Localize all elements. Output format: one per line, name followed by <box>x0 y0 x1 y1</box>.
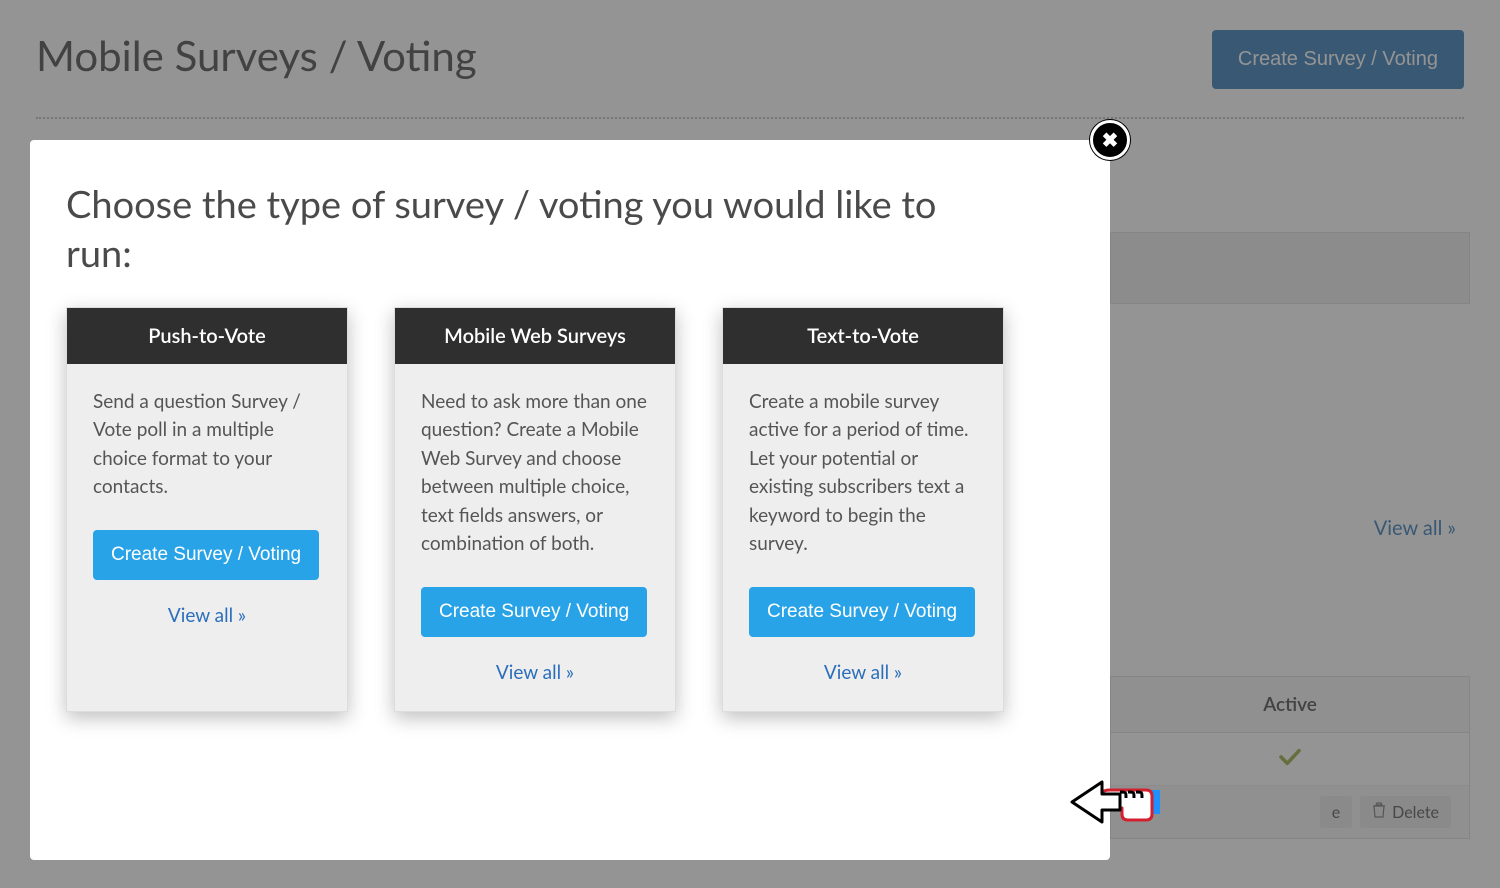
card-row: Push-to-Vote Send a question Survey / Vo… <box>66 307 1074 713</box>
create-text-to-vote-button[interactable]: Create Survey / Voting <box>749 587 975 637</box>
card-title: Text-to-Vote <box>723 308 1003 364</box>
card-push-to-vote: Push-to-Vote Send a question Survey / Vo… <box>66 307 348 713</box>
card-text-to-vote: Text-to-Vote Create a mobile survey acti… <box>722 307 1004 713</box>
card-title: Push-to-Vote <box>67 308 347 364</box>
card-title: Mobile Web Surveys <box>395 308 675 364</box>
survey-type-modal: ✖ Choose the type of survey / voting you… <box>30 140 1110 860</box>
card-body: Create a mobile survey active for a peri… <box>723 364 1003 712</box>
card-mobile-web-surveys: Mobile Web Surveys Need to ask more than… <box>394 307 676 713</box>
view-all-link[interactable]: View all » <box>749 659 977 688</box>
create-mobile-web-survey-button[interactable]: Create Survey / Voting <box>421 587 647 637</box>
card-description: Create a mobile survey active for a peri… <box>749 388 977 559</box>
close-icon: ✖ <box>1102 128 1119 152</box>
card-description: Send a question Survey / Vote poll in a … <box>93 388 321 502</box>
view-all-link[interactable]: View all » <box>421 659 649 688</box>
view-all-link[interactable]: View all » <box>93 602 321 631</box>
card-body: Need to ask more than one question? Crea… <box>395 364 675 712</box>
create-push-to-vote-button[interactable]: Create Survey / Voting <box>93 530 319 580</box>
card-description: Need to ask more than one question? Crea… <box>421 388 649 559</box>
modal-title: Choose the type of survey / voting you w… <box>66 180 1006 279</box>
close-button[interactable]: ✖ <box>1090 120 1130 160</box>
card-body: Send a question Survey / Vote poll in a … <box>67 364 347 712</box>
